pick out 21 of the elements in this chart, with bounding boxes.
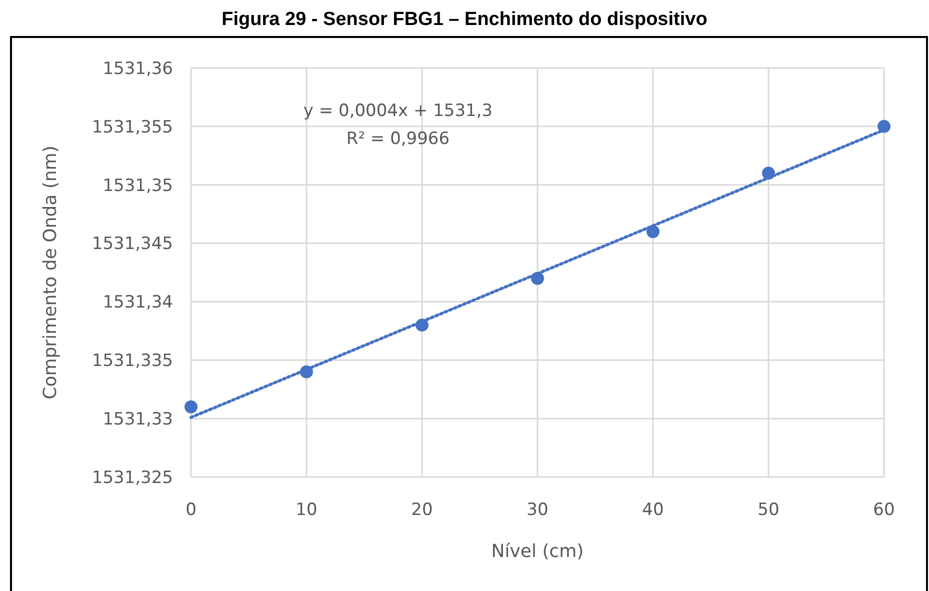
x-tick-label: 0 xyxy=(186,500,196,520)
y-tick-label: 1531,355 xyxy=(92,117,173,138)
y-tick-label: 1531,335 xyxy=(92,351,173,372)
y-axis-title: Comprimento de Onda (nm) xyxy=(40,146,61,400)
x-tick-label: 30 xyxy=(526,500,548,520)
y-tick-label: 1531,33 xyxy=(102,410,173,430)
x-tick-label: 20 xyxy=(411,500,433,520)
x-tick-label: 40 xyxy=(642,500,664,520)
annotation: y = 0,0004x + 1531,3 xyxy=(303,101,493,121)
x-tick-label: 60 xyxy=(873,500,895,520)
annotation: R² = 0,9966 xyxy=(346,129,450,149)
y-tick-label: 1531,325 xyxy=(92,468,173,488)
point xyxy=(184,400,198,414)
x-tick-label: 10 xyxy=(296,500,318,520)
y-tick-label: 1531,36 xyxy=(102,58,173,79)
y-tick-label: 1531,35 xyxy=(102,176,173,196)
x-axis-title: Nível (cm) xyxy=(491,541,584,562)
chart-title: Figura 29 - Sensor FBG1 – Enchimento do dispositivo xyxy=(222,9,708,30)
y-tick-label: 1531,34 xyxy=(102,292,173,313)
x-tick-label: 50 xyxy=(758,500,780,520)
y-tick-label: 1531,345 xyxy=(92,234,173,254)
